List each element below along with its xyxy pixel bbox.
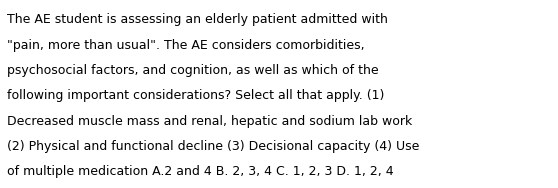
Text: "pain, more than usual". The AE considers comorbidities,: "pain, more than usual". The AE consider… [7, 39, 364, 52]
Text: psychosocial factors, and cognition, as well as which of the: psychosocial factors, and cognition, as … [7, 64, 378, 77]
Text: (2) Physical and functional decline (3) Decisional capacity (4) Use: (2) Physical and functional decline (3) … [7, 140, 419, 153]
Text: The AE student is assessing an elderly patient admitted with: The AE student is assessing an elderly p… [7, 13, 388, 26]
Text: Decreased muscle mass and renal, hepatic and sodium lab work: Decreased muscle mass and renal, hepatic… [7, 115, 412, 128]
Text: of multiple medication A.2 and 4 B. 2, 3, 4 C. 1, 2, 3 D. 1, 2, 4: of multiple medication A.2 and 4 B. 2, 3… [7, 165, 393, 178]
Text: following important considerations? Select all that apply. (1): following important considerations? Sele… [7, 89, 384, 102]
